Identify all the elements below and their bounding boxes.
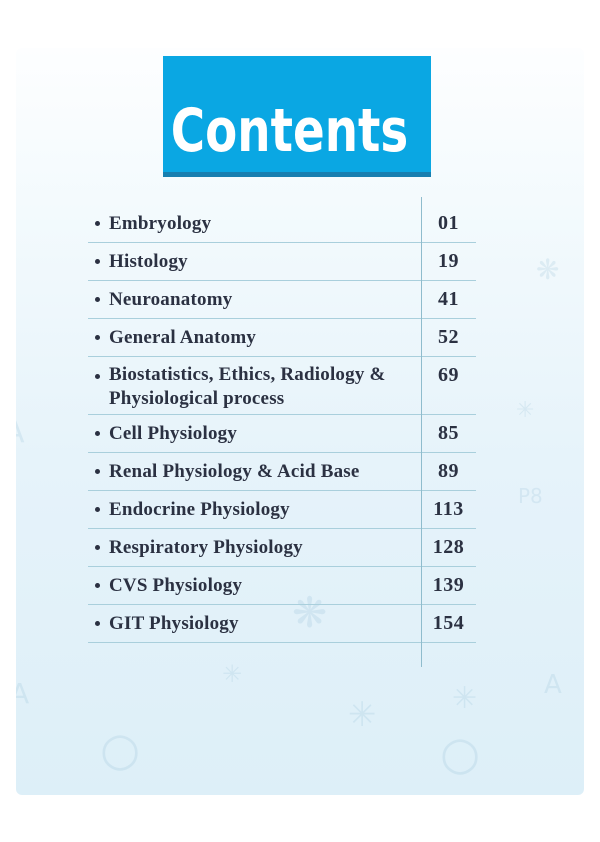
toc-row: Renal Physiology & Acid Base 89 bbox=[88, 453, 476, 491]
bullet-icon bbox=[95, 545, 100, 550]
watermark-doodle: ○ bbox=[440, 726, 481, 780]
watermark-doodle: A bbox=[16, 677, 30, 710]
toc-row: Respiratory Physiology 128 bbox=[88, 529, 476, 567]
toc-item-page: 69 bbox=[438, 364, 459, 386]
bullet-icon bbox=[95, 507, 100, 512]
toc-row: Embryology 01 bbox=[88, 205, 476, 243]
toc-item-page: 41 bbox=[438, 288, 459, 310]
watermark-doodle: ✳ bbox=[348, 695, 377, 735]
toc-item-title: GIT Physiology bbox=[109, 612, 239, 634]
toc-item-page: 52 bbox=[438, 326, 459, 348]
toc-item-title: General Anatomy bbox=[109, 326, 257, 348]
toc-row: Cell Physiology 85 bbox=[88, 415, 476, 453]
toc-row: Biostatistics, Ethics, Radiology & Physi… bbox=[88, 357, 476, 415]
watermark-doodle: ○ bbox=[100, 722, 141, 776]
toc-item-title: Neuroanatomy bbox=[109, 288, 233, 310]
toc-item-page: 139 bbox=[432, 574, 465, 596]
watermark-doodle: P8 bbox=[518, 484, 543, 508]
toc-item-title: Endocrine Physiology bbox=[109, 498, 290, 520]
toc-row: CVS Physiology 139 bbox=[88, 567, 476, 605]
bullet-icon bbox=[95, 621, 100, 626]
toc-item-page: 19 bbox=[438, 250, 459, 272]
watermark-doodle: ❋ bbox=[536, 253, 560, 286]
toc-item-page: 113 bbox=[433, 498, 464, 520]
toc-item-title: Renal Physiology & Acid Base bbox=[109, 460, 360, 482]
toc-item-title: Embryology bbox=[109, 212, 212, 234]
toc-item-page: 128 bbox=[432, 536, 465, 558]
toc-item-title: Cell Physiology bbox=[109, 422, 238, 444]
contents-header: Contents bbox=[163, 56, 431, 177]
page-title: Contents bbox=[170, 96, 409, 166]
toc-row: General Anatomy 52 bbox=[88, 319, 476, 357]
toc-item-page: 01 bbox=[438, 212, 459, 234]
watermark-doodle: A bbox=[16, 418, 25, 448]
watermark-doodle: ✳ bbox=[222, 660, 243, 688]
watermark-doodle: ✳ bbox=[516, 398, 535, 423]
toc-item-page: 89 bbox=[438, 460, 459, 482]
bullet-icon bbox=[95, 374, 100, 379]
watermark-doodle: A bbox=[544, 670, 562, 700]
toc-row: GIT Physiology 154 bbox=[88, 605, 476, 643]
bullet-icon bbox=[95, 431, 100, 436]
bullet-icon bbox=[95, 583, 100, 588]
bullet-icon bbox=[95, 259, 100, 264]
bullet-icon bbox=[95, 335, 100, 340]
bullet-icon bbox=[95, 221, 100, 226]
bullet-icon bbox=[95, 469, 100, 474]
toc-row: Endocrine Physiology 113 bbox=[88, 491, 476, 529]
toc-item-title: Histology bbox=[109, 250, 188, 272]
toc-vertical-divider bbox=[421, 197, 422, 667]
watermark-doodle: ✳ bbox=[452, 681, 478, 716]
toc-item-title: CVS Physiology bbox=[109, 574, 243, 596]
toc-item-page: 85 bbox=[438, 422, 459, 444]
toc-row: Neuroanatomy 41 bbox=[88, 281, 476, 319]
toc-item-title: Biostatistics, Ethics, Radiology & Physi… bbox=[109, 364, 386, 409]
toc-row: Histology 19 bbox=[88, 243, 476, 281]
toc-item-title: Respiratory Physiology bbox=[109, 536, 303, 558]
toc-item-page: 154 bbox=[432, 612, 465, 634]
watermark-doodle: ❋ bbox=[292, 588, 328, 637]
contents-page: A A ✳ ✳ ❋ A ○ ○ ✳ ❋ ✳ P8 Contents Embryo… bbox=[16, 48, 584, 795]
toc-table: Embryology 01 Histology 19 Neuroanatomy … bbox=[88, 197, 476, 667]
bullet-icon bbox=[95, 297, 100, 302]
